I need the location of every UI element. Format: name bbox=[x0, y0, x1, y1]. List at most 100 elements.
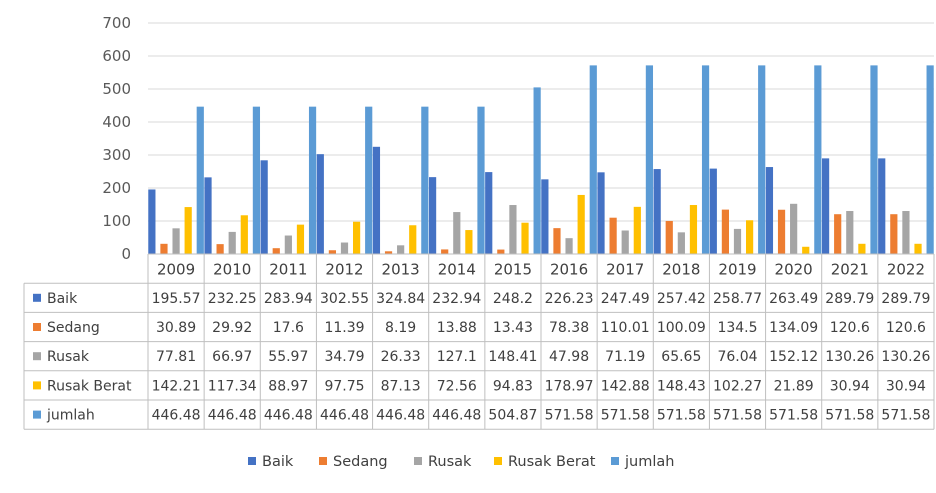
data-label: 130.26 bbox=[825, 349, 874, 365]
bar-rusak-2017 bbox=[621, 230, 629, 254]
data-label: 257.42 bbox=[657, 291, 706, 307]
legend-label: Sedang bbox=[333, 454, 388, 470]
data-label: 232.25 bbox=[208, 291, 257, 307]
bar-sedang-2011 bbox=[272, 248, 280, 254]
data-label: 130.26 bbox=[881, 349, 930, 365]
data-label: 97.75 bbox=[324, 378, 364, 394]
data-label: 571.58 bbox=[825, 408, 874, 424]
row-series-label: Rusak bbox=[47, 349, 90, 365]
data-label: 195.57 bbox=[152, 291, 201, 307]
row-series-label: Sedang bbox=[47, 320, 100, 336]
data-label: 17.6 bbox=[273, 320, 304, 336]
row-legend-key bbox=[33, 381, 41, 390]
data-label: 142.88 bbox=[601, 378, 650, 394]
bar-sedang-2010 bbox=[216, 244, 224, 254]
bar-rusak-2016 bbox=[565, 238, 573, 254]
bar-sedang-2016 bbox=[553, 228, 561, 254]
row-legend-key bbox=[33, 352, 41, 361]
bar-rusak-berat-2009 bbox=[184, 207, 192, 254]
data-label: 571.58 bbox=[769, 408, 818, 424]
bar-rusak-berat-2017 bbox=[633, 206, 641, 254]
category-label: 2020 bbox=[775, 261, 813, 279]
bar-jumlah-2014 bbox=[477, 106, 485, 255]
data-label: 571.58 bbox=[601, 408, 650, 424]
category-label: 2022 bbox=[887, 261, 925, 279]
category-label: 2018 bbox=[662, 261, 700, 279]
bar-sedang-2012 bbox=[328, 250, 336, 254]
bar-baik-2013 bbox=[372, 146, 381, 254]
bars bbox=[148, 65, 934, 255]
data-label: 8.19 bbox=[385, 320, 416, 336]
data-label: 324.84 bbox=[376, 291, 425, 307]
bar-baik-2022 bbox=[878, 158, 886, 254]
bar-baik-2017 bbox=[597, 172, 605, 254]
bar-rusak-berat-2014 bbox=[465, 230, 473, 254]
bar-jumlah-2017 bbox=[645, 65, 654, 254]
data-label: 446.48 bbox=[152, 408, 201, 424]
data-label: 446.48 bbox=[208, 408, 257, 424]
data-table: 2009 2010 2011 2012 2013 2014 2015 2016 2017 2018… bbox=[23, 253, 935, 430]
bar-rusak-2012 bbox=[340, 242, 349, 254]
data-label: 571.58 bbox=[545, 408, 594, 424]
bar-baik-2014 bbox=[428, 177, 437, 254]
bar-sedang-2009 bbox=[160, 243, 168, 254]
data-label: 127.1 bbox=[437, 349, 477, 365]
data-label: 120.6 bbox=[886, 320, 926, 336]
bar-jumlah-2010 bbox=[252, 106, 261, 255]
bar-sedang-2013 bbox=[384, 251, 393, 254]
bar-rusak-2013 bbox=[397, 245, 405, 254]
legend-key bbox=[414, 457, 422, 465]
bar-rusak-2010 bbox=[228, 231, 236, 254]
data-label: 178.97 bbox=[545, 378, 594, 394]
bar-baik-2020 bbox=[765, 167, 774, 254]
data-label: 289.79 bbox=[825, 291, 874, 307]
bar-rusak-berat-2010 bbox=[240, 215, 248, 254]
bar-baik-2016 bbox=[541, 179, 549, 254]
row-series-label: jumlah bbox=[46, 408, 95, 424]
bar-baik-2019 bbox=[709, 168, 717, 254]
data-label: 258.77 bbox=[713, 291, 762, 307]
category-label: 2010 bbox=[213, 261, 251, 279]
bar-rusak-2015 bbox=[509, 205, 517, 254]
bar-rusak-berat-2021 bbox=[858, 243, 866, 254]
legend-key bbox=[494, 457, 502, 465]
data-label: 88.97 bbox=[268, 378, 308, 394]
bar-rusak-berat-2020 bbox=[802, 246, 810, 254]
bar-rusak-2011 bbox=[284, 235, 292, 254]
data-label: 29.92 bbox=[212, 320, 252, 336]
legend-key bbox=[611, 457, 619, 465]
data-label: 47.98 bbox=[549, 349, 589, 365]
data-label: 30.94 bbox=[886, 378, 926, 394]
y-tick-label: 600 bbox=[102, 47, 131, 65]
data-label: 66.97 bbox=[212, 349, 252, 365]
category-label: 2015 bbox=[494, 261, 532, 279]
bar-jumlah-2012 bbox=[365, 106, 373, 255]
data-label: 571.58 bbox=[881, 408, 930, 424]
bar-rusak-berat-2015 bbox=[521, 222, 529, 254]
bar-sedang-2015 bbox=[497, 249, 505, 254]
legend-label: jumlah bbox=[624, 454, 674, 470]
data-label: 226.23 bbox=[545, 291, 594, 307]
data-label: 34.79 bbox=[324, 349, 364, 365]
bar-sedang-2018 bbox=[665, 220, 673, 254]
data-label: 77.81 bbox=[156, 349, 196, 365]
category-label: 2016 bbox=[550, 261, 588, 279]
data-label: 72.56 bbox=[437, 378, 477, 394]
bar-rusak-berat-2018 bbox=[689, 205, 698, 254]
bar-baik-2012 bbox=[316, 154, 324, 254]
bar-rusak-2021 bbox=[846, 211, 854, 254]
bar-baik-2015 bbox=[485, 172, 493, 254]
data-label: 289.79 bbox=[881, 291, 930, 307]
data-label: 446.48 bbox=[376, 408, 425, 424]
category-label: 2017 bbox=[606, 261, 644, 279]
bar-rusak-berat-2019 bbox=[746, 220, 754, 254]
data-label: 263.49 bbox=[769, 291, 818, 307]
data-label: 571.58 bbox=[657, 408, 706, 424]
bar-rusak-2019 bbox=[733, 228, 742, 254]
data-label: 283.94 bbox=[264, 291, 313, 307]
bar-jumlah-2011 bbox=[308, 106, 317, 255]
bar-rusak-berat-2016 bbox=[577, 194, 585, 254]
bar-rusak-2022 bbox=[902, 211, 910, 254]
data-label: 247.49 bbox=[601, 291, 650, 307]
